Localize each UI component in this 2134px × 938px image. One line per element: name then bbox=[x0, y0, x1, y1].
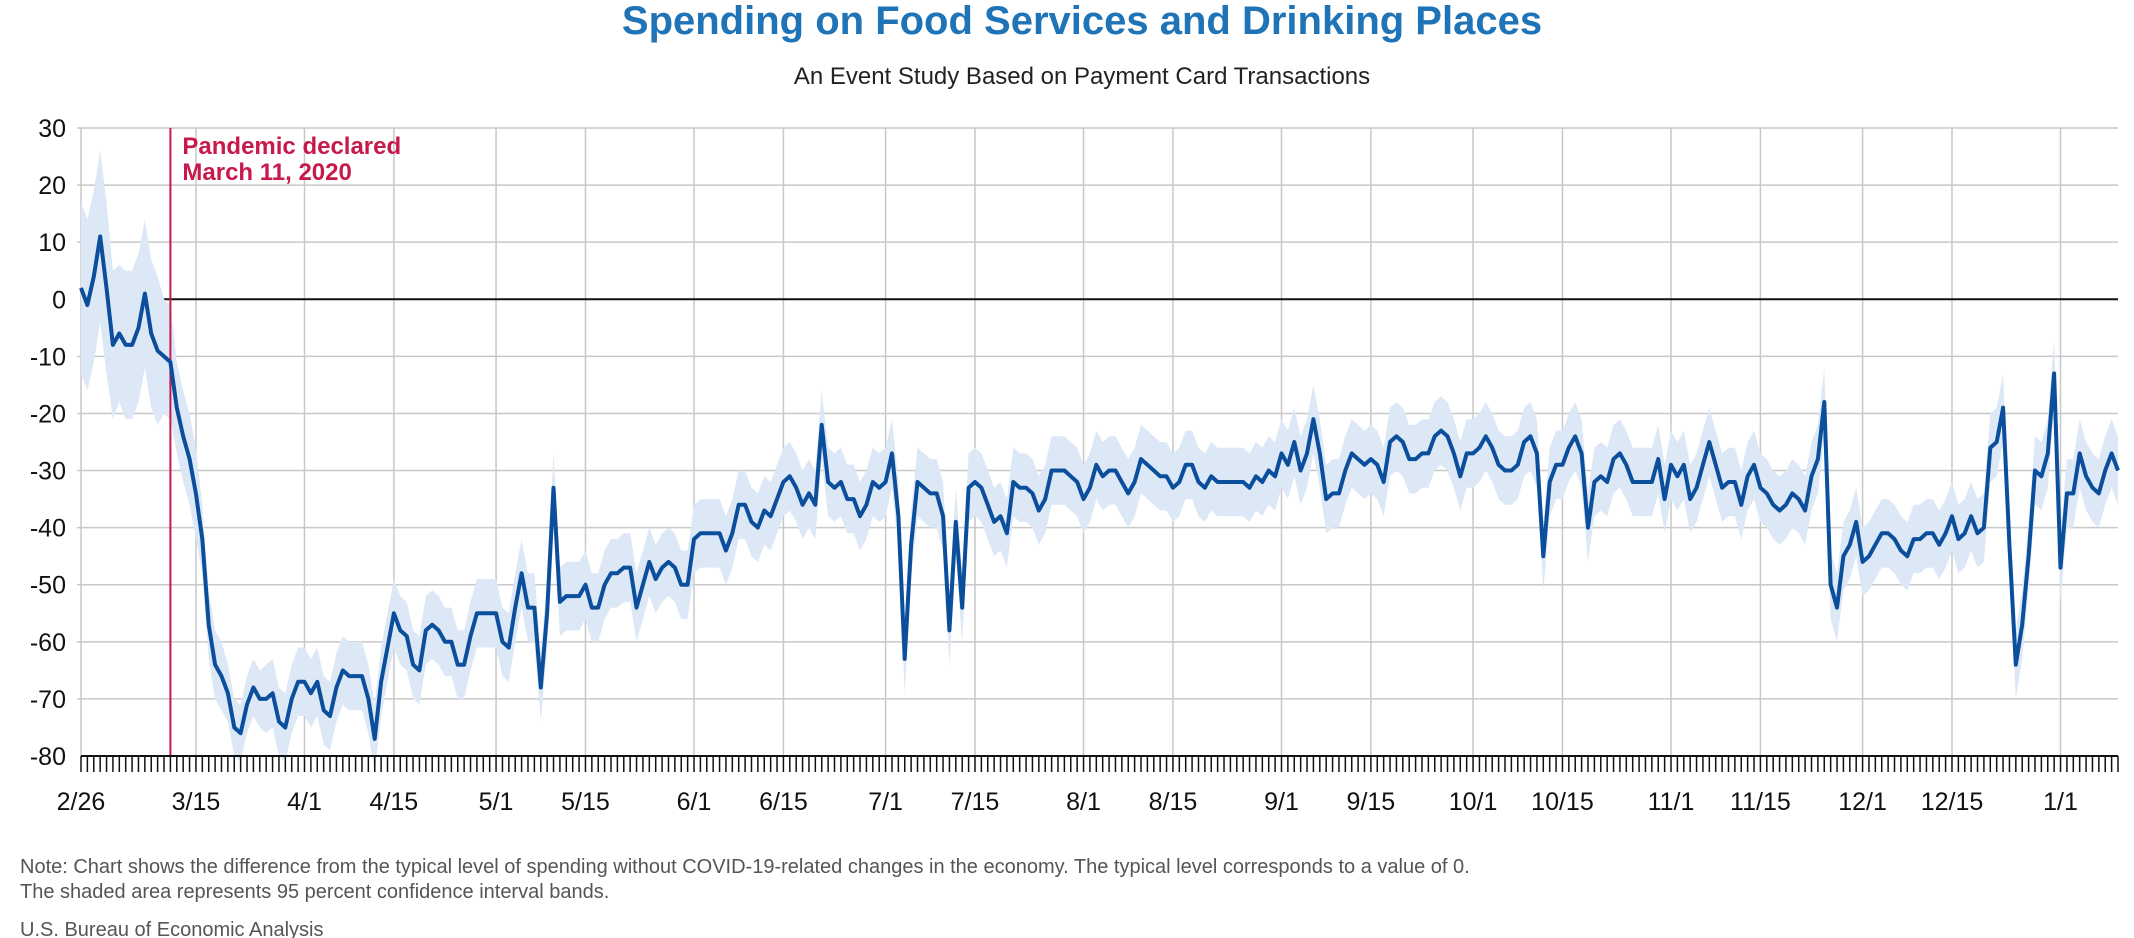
x-tick-label: 5/15 bbox=[561, 788, 610, 816]
x-tick-label: 1/1 bbox=[2043, 788, 2078, 816]
x-tick-label: 12/1 bbox=[1838, 788, 1887, 816]
y-tick-label: -30 bbox=[30, 458, 66, 486]
y-tick-label: -10 bbox=[30, 343, 66, 371]
x-tick-label: 10/1 bbox=[1449, 788, 1498, 816]
confidence-band bbox=[81, 150, 2118, 774]
x-axis-labels: 2/26 3/15 4/1 4/15 5/1 5/15 6/1 6/15 7/1 7/15 8/1 8… bbox=[57, 788, 2078, 816]
y-tick-label: -70 bbox=[30, 686, 66, 714]
confidence-band-area bbox=[81, 150, 2118, 774]
x-tick-label: 11/15 bbox=[1730, 788, 1791, 816]
y-tick-label: 0 bbox=[52, 286, 66, 314]
x-tick-label: 9/1 bbox=[1264, 788, 1299, 816]
x-tick-label: 5/1 bbox=[479, 788, 514, 816]
x-tick-label: 7/1 bbox=[868, 788, 903, 816]
y-tick-label: -50 bbox=[30, 572, 66, 600]
x-tick-label: 10/15 bbox=[1531, 788, 1594, 816]
annotation-label: March 11, 2020 bbox=[182, 159, 351, 186]
x-axis bbox=[80, 755, 2119, 772]
x-tick-label: 8/15 bbox=[1149, 788, 1198, 816]
spending-series-line bbox=[79, 234, 2120, 741]
y-tick-label: -40 bbox=[30, 515, 66, 543]
source-label: U.S. Bureau of Economic Analysis bbox=[20, 919, 323, 938]
y-tick-label: 10 bbox=[38, 229, 66, 257]
x-tick-label: 2/26 bbox=[57, 788, 106, 816]
annotation-label: Pandemic declared bbox=[182, 133, 401, 160]
x-tick-label: 6/1 bbox=[677, 788, 712, 816]
chart-subtitle: An Event Study Based on Payment Card Tra… bbox=[794, 63, 1370, 90]
y-tick-label: -20 bbox=[30, 400, 66, 428]
x-tick-label: 9/15 bbox=[1347, 788, 1396, 816]
x-tick-label: 7/15 bbox=[951, 788, 1000, 816]
note-line-1: Note: Chart shows the difference from th… bbox=[20, 856, 1470, 878]
y-axis: 30 20 10 0 -10 -20 -30 -40 -50 -60 -70 -80 bbox=[30, 115, 66, 771]
series-line bbox=[79, 234, 2120, 741]
y-tick-label: -80 bbox=[30, 743, 66, 771]
x-tick-label: 8/1 bbox=[1066, 788, 1101, 816]
x-tick-label: 6/15 bbox=[759, 788, 808, 816]
x-tick-label: 4/1 bbox=[287, 788, 322, 816]
y-tick-label: -60 bbox=[30, 629, 66, 657]
y-tick-label: 30 bbox=[38, 115, 66, 143]
note-line-2: The shaded area represents 95 percent co… bbox=[20, 881, 609, 903]
x-tick-label: 4/15 bbox=[370, 788, 419, 816]
x-tick-label: 12/15 bbox=[1921, 788, 1984, 816]
x-tick-label: 11/1 bbox=[1648, 788, 1695, 816]
x-tick-label: 3/15 bbox=[172, 788, 221, 816]
chart-title: Spending on Food Services and Drinking P… bbox=[622, 0, 1542, 43]
y-tick-label: 20 bbox=[38, 172, 66, 200]
